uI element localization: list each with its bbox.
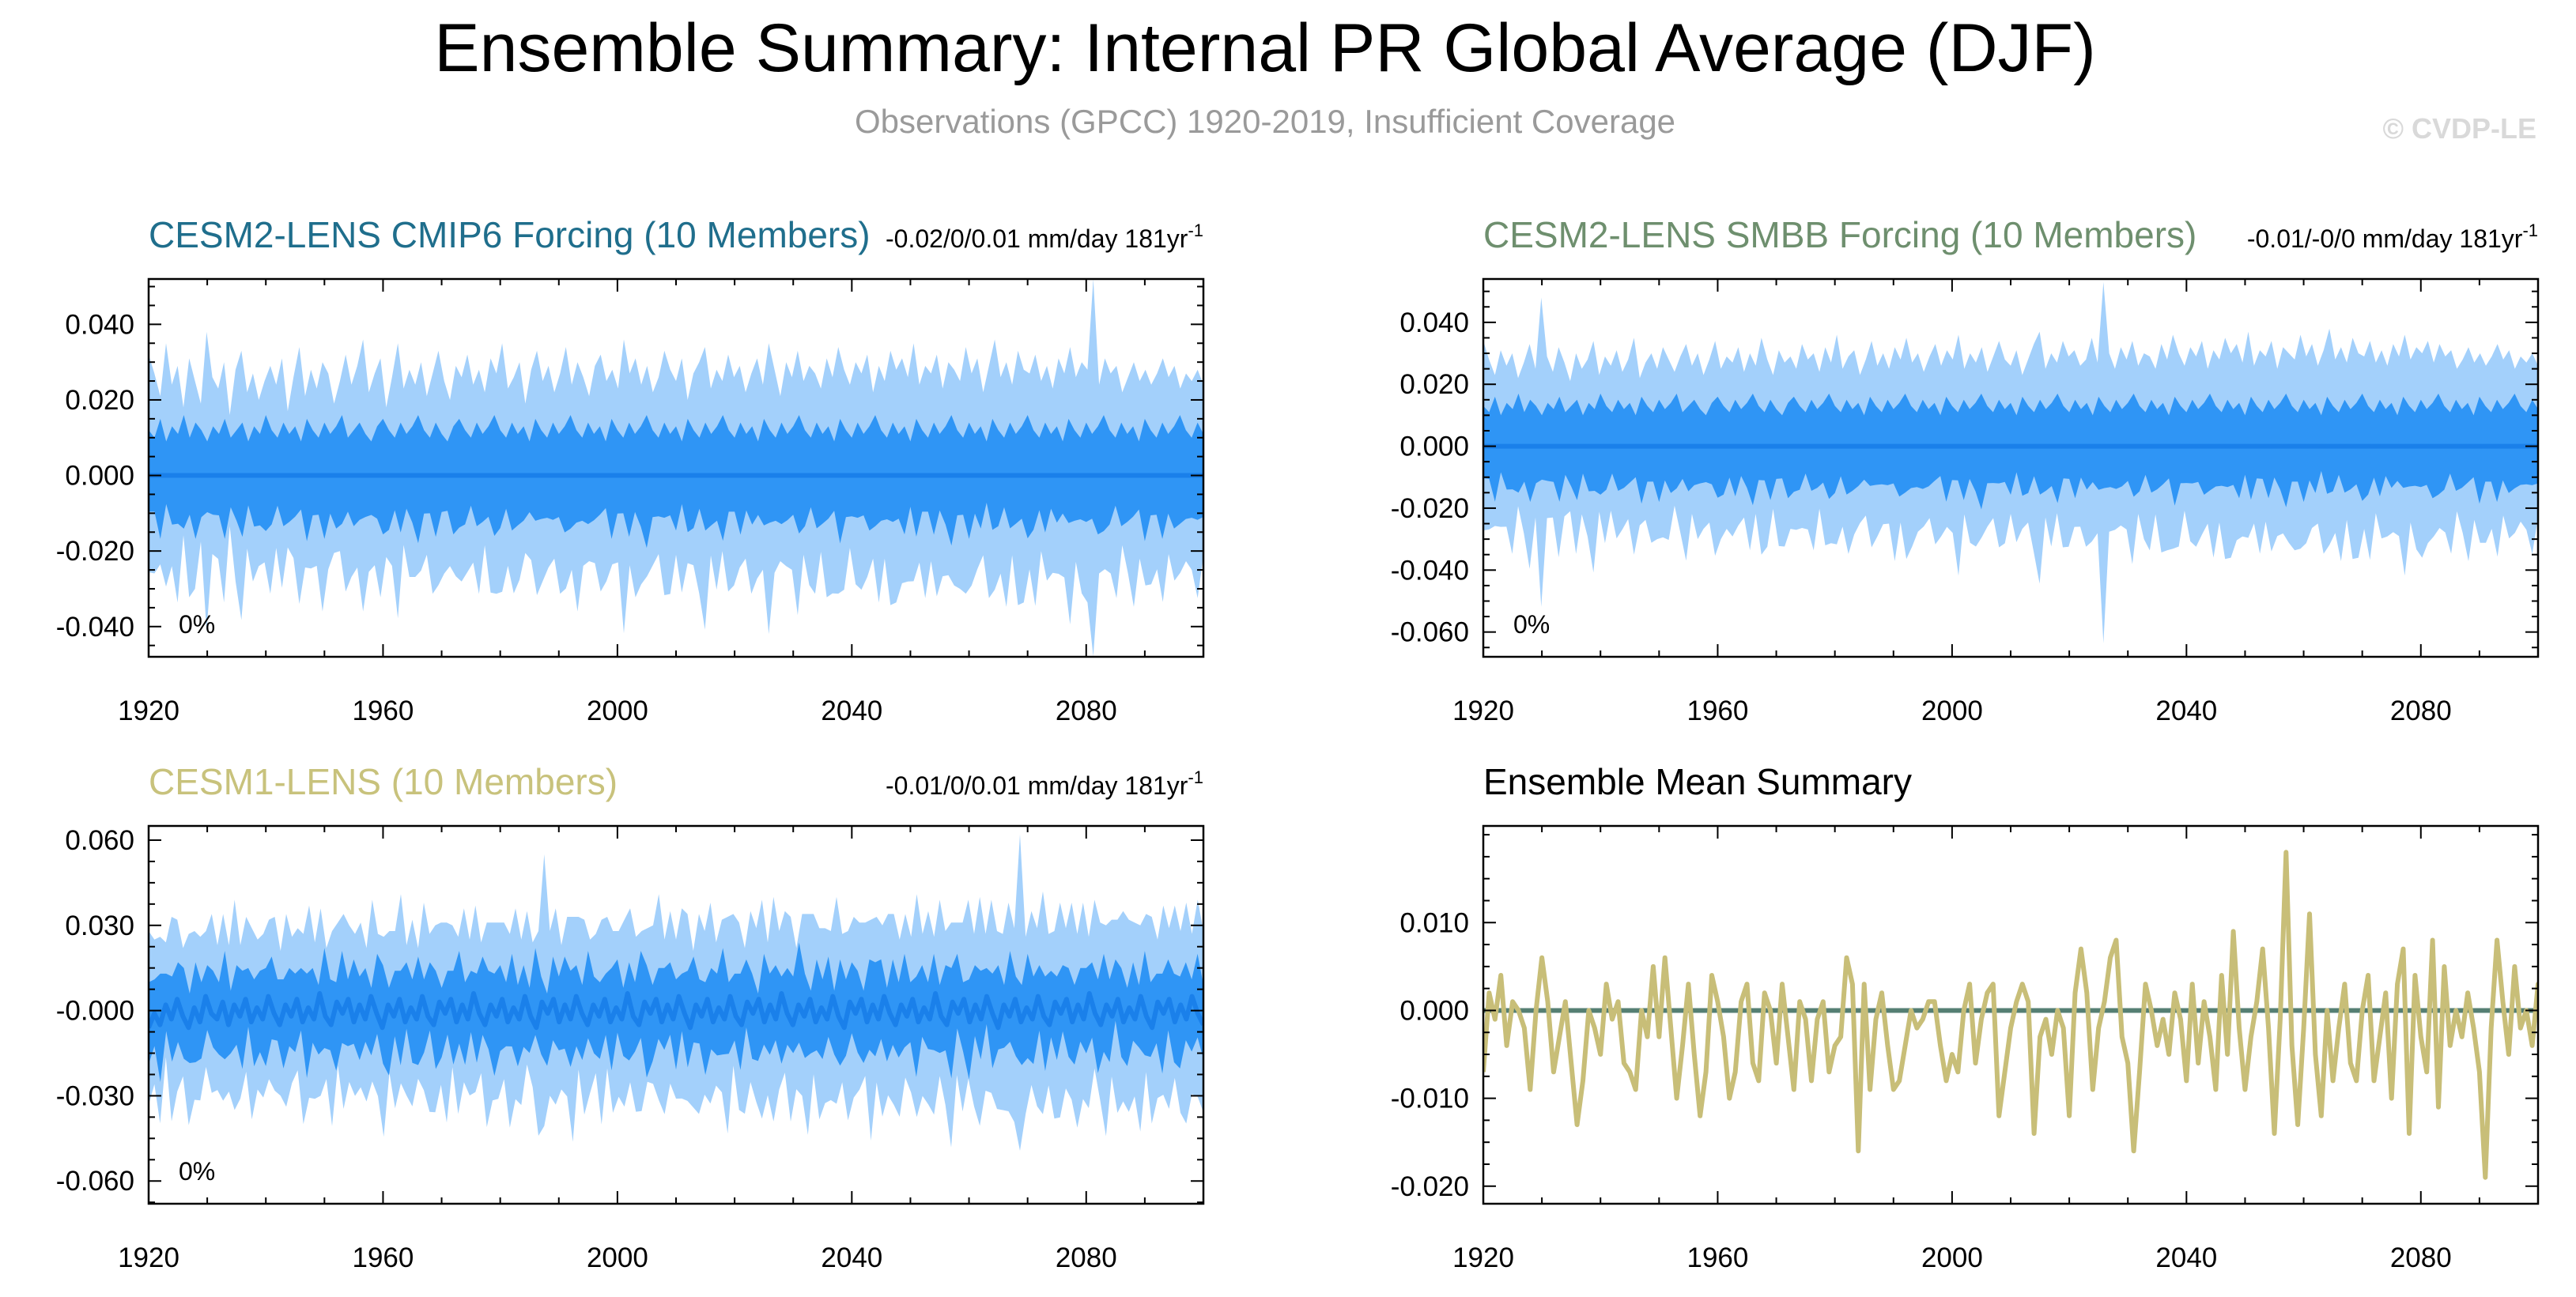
spread-interquartile xyxy=(1483,394,2538,510)
panel-units: -0.01/-0/0 mm/day 181yr-1 xyxy=(2247,221,2538,253)
y-tick-label: -0.020 xyxy=(1391,1171,1469,1202)
panel-ensemble-mean-summary: 1920 1960 2000 2040 2080 0.010 0.000 -0.010 -0.0… xyxy=(1391,761,2540,1273)
panel-title: CESM2-LENS SMBB Forcing (10 Members) xyxy=(1483,214,2196,255)
x-tick-label: 2080 xyxy=(1056,696,1117,726)
y-tick-label: 0.010 xyxy=(1399,907,1469,938)
panel-cesm1: 1920 1960 2000 2040 2080 0.060 0.030 -0.000 -0.0… xyxy=(56,761,1205,1273)
y-tick-label: 0.000 xyxy=(1399,995,1469,1026)
plot-area xyxy=(1483,281,2538,643)
ensemble-mean-line xyxy=(149,991,1203,1031)
plot-area xyxy=(1483,850,2538,1180)
x-tick-label: 1960 xyxy=(1687,696,1749,726)
x-tick-label: 2080 xyxy=(2390,1242,2452,1273)
y-tick-label: 0.030 xyxy=(65,911,134,941)
y-tick-label: 0.060 xyxy=(65,825,134,856)
panel-units: -0.02/0/0.01 mm/day 181yr-1 xyxy=(886,221,1203,253)
y-tick-label: 0.040 xyxy=(65,309,134,340)
panel-units: -0.01/0/0.01 mm/day 181yr-1 xyxy=(886,767,1203,800)
x-tick-label: 2040 xyxy=(821,1242,882,1273)
x-tick-label: 2040 xyxy=(2155,696,2217,726)
y-tick-label: -0.060 xyxy=(56,1166,134,1197)
y-tick-label: 0.040 xyxy=(1399,307,1469,338)
x-tick-label: 2000 xyxy=(1921,696,1983,726)
x-tick-label: 1920 xyxy=(1452,696,1514,726)
y-tick-label: -0.030 xyxy=(56,1080,134,1111)
x-tick-label: 1960 xyxy=(1687,1242,1749,1273)
cesm1-mean-line xyxy=(1483,850,2538,1180)
x-tick-label: 2000 xyxy=(587,1242,648,1273)
percent-annotation: 0% xyxy=(1513,610,1550,639)
percent-annotation: 0% xyxy=(179,610,215,639)
main-title: Ensemble Summary: Internal PR Global Ave… xyxy=(434,10,2096,86)
y-tick-label: -0.040 xyxy=(1391,555,1469,586)
panel-title: CESM1-LENS (10 Members) xyxy=(149,761,618,802)
y-tick-label: 0.000 xyxy=(65,461,134,492)
y-tick-label: 0.020 xyxy=(1399,369,1469,400)
y-tick-label: 0.020 xyxy=(65,385,134,416)
y-tick-label: -0.010 xyxy=(1391,1084,1469,1114)
plot-area xyxy=(149,834,1203,1151)
x-tick-label: 2040 xyxy=(2155,1242,2217,1273)
x-tick-label: 1960 xyxy=(353,1242,414,1273)
subtitle: Observations (GPCC) 1920-2019, Insuffici… xyxy=(854,103,1676,140)
y-tick-label: -0.020 xyxy=(1391,493,1469,524)
panel-title: CESM2-LENS CMIP6 Forcing (10 Members) xyxy=(149,214,871,255)
x-tick-label: 1920 xyxy=(118,696,179,726)
y-tick-label: 0.000 xyxy=(1399,432,1469,462)
plot-area xyxy=(149,279,1203,657)
x-tick-label: 2080 xyxy=(2390,696,2452,726)
y-tick-label: -0.060 xyxy=(1391,617,1469,648)
x-tick-label: 2080 xyxy=(1056,1242,1117,1273)
percent-annotation: 0% xyxy=(179,1157,215,1186)
x-tick-label: 2000 xyxy=(1921,1242,1983,1273)
watermark: © CVDP-LE xyxy=(2382,112,2536,145)
x-tick-label: 2000 xyxy=(587,696,648,726)
panel-cesm2-smbb: 1920 1960 2000 2040 2080 0.040 0.020 0.000 -0.02… xyxy=(1391,214,2540,726)
x-tick-label: 2040 xyxy=(821,696,882,726)
x-tick-label: 1920 xyxy=(118,1242,179,1273)
panel-title: Ensemble Mean Summary xyxy=(1483,761,1912,802)
spread-interquartile xyxy=(149,415,1203,549)
x-tick-label: 1920 xyxy=(1452,1242,1514,1273)
y-tick-label: -0.000 xyxy=(56,996,134,1027)
y-tick-label: -0.020 xyxy=(56,536,134,567)
panel-cesm2-cmip6: 1920 1960 2000 2040 2080 0.040 0.020 0.000 -0.02… xyxy=(56,214,1205,726)
x-tick-label: 1960 xyxy=(353,696,414,726)
y-tick-label: -0.040 xyxy=(56,612,134,643)
